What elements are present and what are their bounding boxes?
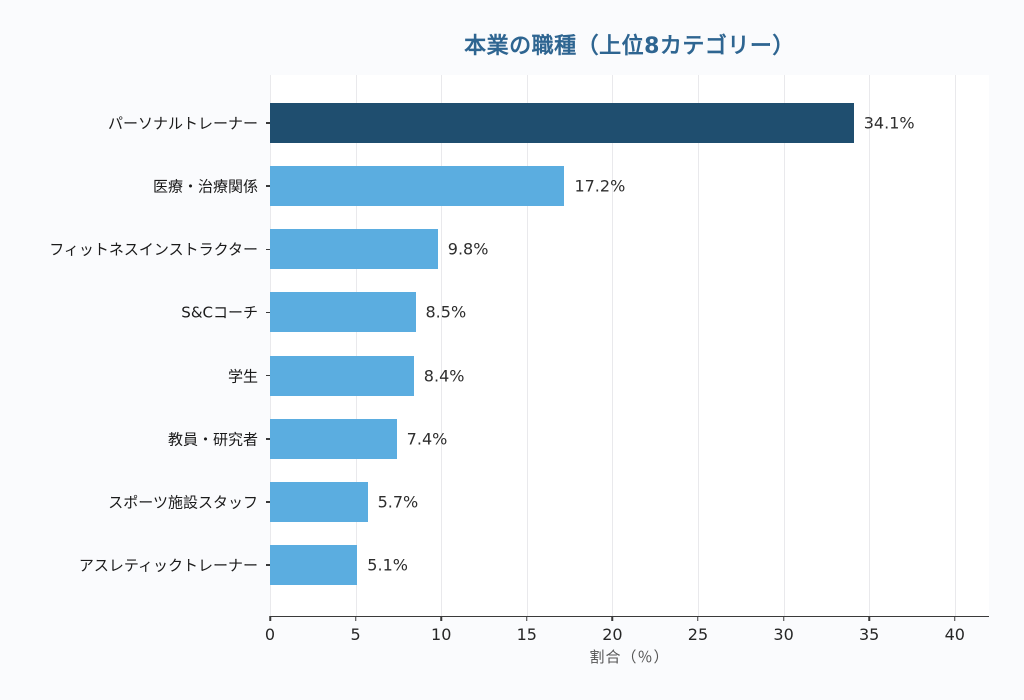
- y-axis-tick: [266, 564, 270, 566]
- bar: [270, 481, 368, 522]
- x-tick-label: 10: [431, 625, 452, 644]
- y-axis-tick: [266, 438, 270, 440]
- gridline: [441, 75, 443, 616]
- x-axis-tick: [440, 616, 442, 621]
- bar-value-label: 9.8%: [447, 239, 489, 259]
- x-axis-tick: [354, 616, 357, 621]
- bar: [270, 292, 416, 333]
- x-tick-label: 5: [350, 625, 361, 644]
- x-axis-tick: [782, 616, 785, 621]
- gridline: [612, 75, 614, 616]
- bar-value-label: 34.1%: [863, 113, 915, 133]
- x-tick-label: 20: [602, 625, 623, 644]
- chart-title: 本業の職種（上位8カテゴリー）: [464, 34, 795, 59]
- bar-value-label: 8.5%: [425, 302, 467, 322]
- x-tick-label: 0: [264, 625, 276, 644]
- bar-value-label: 7.4%: [406, 429, 448, 449]
- category-label: 教員・研究者: [167, 430, 258, 449]
- x-tick-label: 15: [516, 625, 537, 644]
- category-label: アスレティックトレーナー: [78, 556, 258, 575]
- category-label: パーソナルトレーナー: [107, 114, 258, 133]
- x-axis-tick: [526, 616, 528, 621]
- bar: [270, 103, 854, 143]
- gridline: [270, 75, 271, 616]
- x-tick-label: 35: [858, 625, 880, 644]
- y-axis-tick: [266, 374, 270, 377]
- category-label: スポーツ施設スタッフ: [108, 493, 258, 512]
- category-label: 医療・治療関係: [152, 177, 258, 196]
- gridline: [355, 75, 357, 616]
- gridline: [954, 75, 956, 616]
- y-axis-tick: [266, 311, 270, 314]
- bar-value-label: 8.4%: [423, 366, 465, 386]
- bar: [270, 418, 397, 459]
- y-axis-tick: [266, 185, 270, 187]
- x-axis-tick: [868, 616, 870, 621]
- gridline: [869, 75, 871, 616]
- x-axis-tick: [611, 616, 614, 621]
- gridline: [526, 75, 528, 616]
- bar: [270, 166, 565, 207]
- category-label: 学生: [227, 367, 258, 386]
- x-tick-label: 25: [687, 625, 709, 644]
- x-tick-label: 30: [773, 625, 794, 644]
- category-label: S&Cコーチ: [181, 303, 258, 322]
- y-axis-tick: [266, 122, 270, 124]
- bar: [270, 355, 414, 396]
- bar-value-label: 5.1%: [367, 555, 408, 575]
- gridline: [783, 75, 785, 616]
- x-tick-label: 40: [944, 625, 965, 644]
- y-axis-tick: [266, 501, 270, 503]
- bar-value-label: 17.2%: [574, 176, 626, 196]
- bar: [270, 545, 358, 586]
- plot-area: 0 5 10 15 20 25 30 35 40 パーソナルトレーナー 34.1% 医療・治療関係 17…: [49, 75, 989, 644]
- x-axis-tick: [954, 616, 956, 621]
- x-axis-tick: [269, 616, 271, 621]
- y-axis-tick: [266, 248, 270, 251]
- bar-value-label: 5.7%: [377, 492, 419, 512]
- bar: [270, 229, 438, 270]
- category-label: フィットネスインストラクター: [49, 240, 258, 259]
- x-axis-label: 割合（％）: [589, 648, 670, 666]
- x-axis-tick: [697, 616, 699, 621]
- gridline: [697, 75, 699, 616]
